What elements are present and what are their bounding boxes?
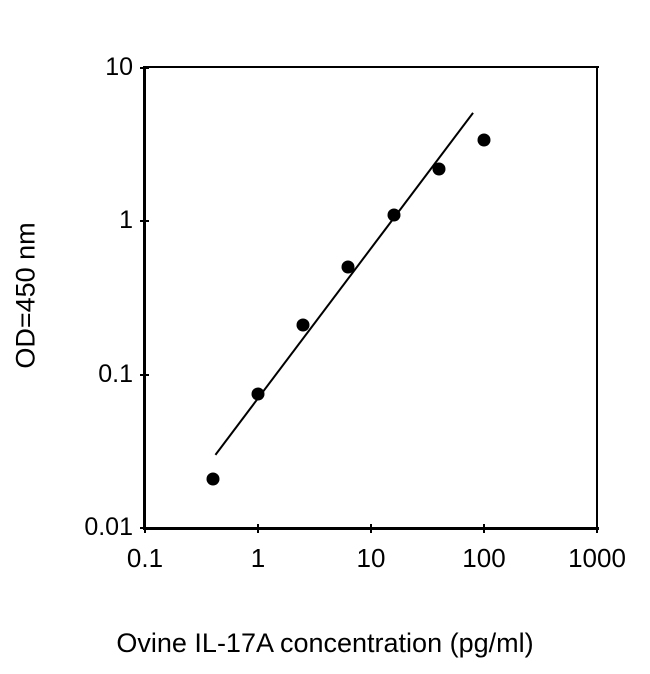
data-point: [341, 260, 355, 274]
x-tick-label: 1: [250, 543, 266, 573]
x-tick-label: 0.1: [126, 543, 164, 573]
data-point: [432, 162, 446, 176]
y-tick-label: 0.1: [98, 359, 133, 388]
plot-frame-top: [143, 66, 599, 68]
x-tick-label: 1000: [568, 543, 626, 573]
data-point: [387, 208, 401, 222]
y-tick-mark: [140, 220, 149, 223]
y-axis-title: OD=450 nm: [10, 222, 41, 369]
data-point: [206, 472, 220, 486]
data-point: [251, 387, 265, 401]
data-point: [477, 133, 491, 147]
y-tick-label: 10: [105, 53, 133, 81]
x-tick-mark: [483, 524, 485, 533]
x-tick-label: 100: [462, 543, 506, 573]
data-point: [296, 318, 310, 332]
x-axis-title: Ovine IL-17A concentration (pg/ml): [116, 628, 534, 658]
x-tick-mark: [144, 524, 146, 533]
plot-area: 10 1 0.1 0.01 0.1 1 10 100 1000: [84, 55, 626, 572]
x-tick-mark: [370, 524, 372, 533]
y-tick-mark: [140, 67, 149, 69]
x-tick-mark: [596, 524, 598, 533]
y-tick-label: 1: [119, 206, 133, 235]
plot-frame-right: [596, 66, 598, 530]
x-tick-label: 10: [356, 543, 386, 573]
y-axis-line: [143, 66, 146, 530]
x-tick-mark: [257, 524, 259, 533]
y-tick-mark: [140, 373, 149, 376]
y-tick-label: 0.01: [84, 513, 133, 541]
